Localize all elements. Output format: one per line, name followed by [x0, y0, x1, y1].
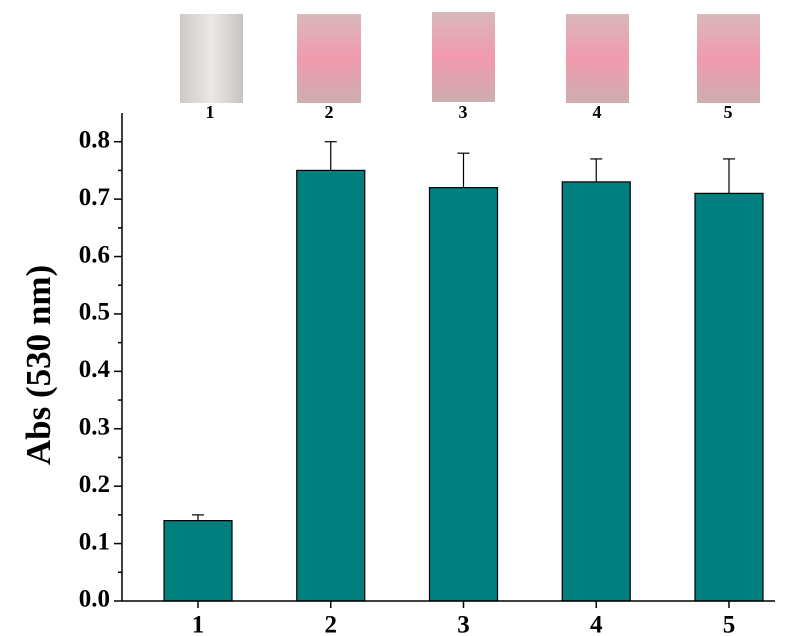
x-tick-label: 4	[590, 612, 603, 636]
y-tick-label: 0.4	[79, 356, 111, 383]
tube-label: 5	[724, 102, 733, 122]
tube-image	[180, 14, 243, 103]
y-tick-label: 0.3	[79, 413, 110, 440]
tube-label: 4	[593, 102, 602, 122]
y-tick-label: 0.0	[79, 586, 110, 613]
bar	[430, 188, 498, 601]
x-tick-label: 2	[325, 612, 338, 636]
x-tick-label: 1	[192, 612, 205, 636]
y-tick-label: 0.1	[79, 528, 110, 555]
y-tick-label: 0.2	[79, 471, 110, 498]
bar	[164, 521, 232, 601]
bar	[695, 193, 763, 601]
bar	[297, 170, 365, 601]
tube-label: 3	[459, 102, 468, 122]
tube-image	[432, 12, 495, 102]
bar	[562, 182, 630, 601]
tube-label: 1	[206, 102, 215, 122]
x-tick-label: 3	[457, 612, 470, 636]
tube-label: 2	[325, 102, 334, 122]
x-tick-label: 5	[723, 612, 736, 636]
tube-images	[180, 12, 760, 103]
y-tick-label: 0.5	[79, 299, 110, 326]
tube-image	[297, 14, 361, 103]
tube-image	[697, 14, 760, 103]
chart: 1 2 3 4 5 Abs (530 nm) 0.0 0.1 0.2 0.3 0.4 0.…	[0, 0, 789, 636]
tube-image	[566, 14, 629, 103]
y-axis-label: Abs (530 nm)	[19, 265, 58, 465]
y-tick-label: 0.6	[79, 241, 110, 268]
y-tick-label: 0.8	[79, 126, 110, 153]
y-tick-label: 0.7	[79, 184, 110, 211]
